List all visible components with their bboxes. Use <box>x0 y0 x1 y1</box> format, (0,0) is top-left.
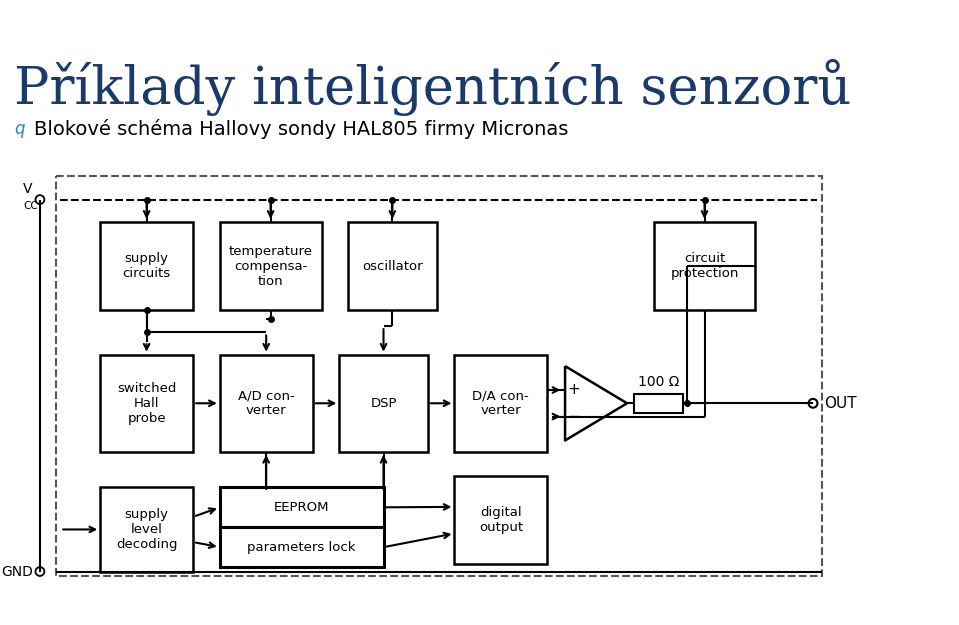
Bar <box>56 176 822 576</box>
Bar <box>100 488 193 571</box>
Bar <box>100 354 193 452</box>
Text: CC: CC <box>23 201 38 211</box>
Text: temperature
compensa-
tion: temperature compensa- tion <box>228 244 313 288</box>
Text: circuit
protection: circuit protection <box>670 252 738 280</box>
Bar <box>100 222 193 310</box>
Text: oscillator: oscillator <box>363 259 423 272</box>
Text: supply
circuits: supply circuits <box>123 252 171 280</box>
Bar <box>220 488 384 528</box>
Text: digital
output: digital output <box>479 506 523 534</box>
Bar <box>455 354 548 452</box>
Bar <box>348 222 436 310</box>
Text: switched
Hall
probe: switched Hall probe <box>117 382 176 425</box>
Text: supply
level
decoding: supply level decoding <box>116 508 177 551</box>
Text: 100 Ω: 100 Ω <box>638 375 679 389</box>
Text: V: V <box>23 182 33 196</box>
Text: −: − <box>568 409 580 424</box>
Bar <box>634 394 683 413</box>
Text: Příklady inteligentních senzorů: Příklady inteligentních senzorů <box>14 59 852 116</box>
Text: parameters lock: parameters lock <box>247 541 356 554</box>
Bar <box>220 222 321 310</box>
Bar <box>220 528 384 567</box>
Bar <box>654 222 756 310</box>
Text: A/D con-
verter: A/D con- verter <box>238 389 294 418</box>
Text: DSP: DSP <box>370 397 397 410</box>
Text: D/A con-
verter: D/A con- verter <box>473 389 529 418</box>
Bar <box>455 476 548 564</box>
Text: Blokové schéma Hallovy sondy HAL805 firmy Micronas: Blokové schéma Hallovy sondy HAL805 firm… <box>34 119 568 139</box>
Text: q: q <box>14 120 25 138</box>
Text: EEPROM: EEPROM <box>274 501 329 514</box>
Text: OUT: OUT <box>824 396 856 411</box>
Text: GND: GND <box>1 566 33 579</box>
Bar <box>339 354 428 452</box>
Text: +: + <box>568 382 580 398</box>
Bar <box>220 354 313 452</box>
